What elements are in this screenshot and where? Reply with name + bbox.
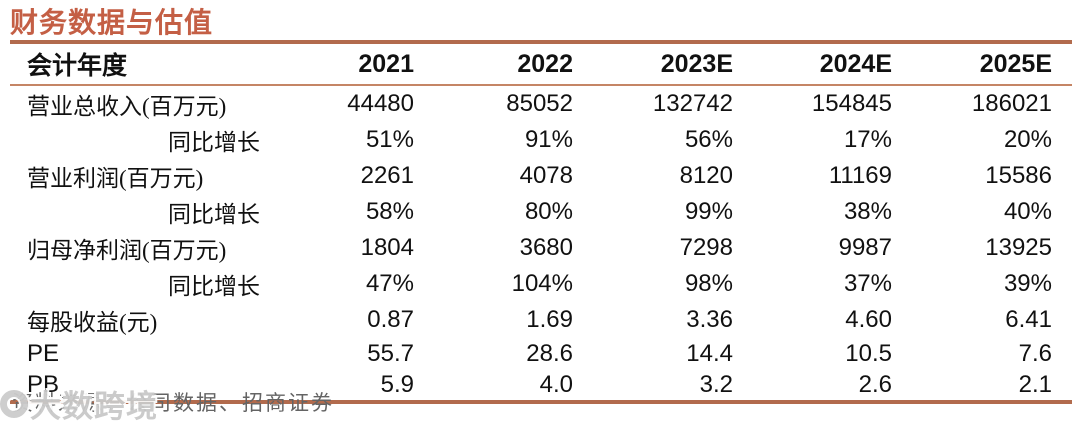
value-cell: 186021 [971,90,1052,117]
value-cell: 7298 [679,234,733,261]
value-cell: 37% [843,270,892,297]
value-cell: 14.4 [686,340,733,367]
column-header-2024e: 2024E [753,40,912,86]
row-net-profit: 归母净利润(百万元) 1804 3680 7298 9987 13925 [10,230,1072,266]
value-cell: 80% [524,198,573,225]
table-header-row: 会计年度 2021 2022 2023E 2024E 2025E [10,40,1072,86]
column-header-2025e: 2025E [912,40,1072,86]
row-label: 每股收益(元) [27,310,158,335]
row-operating-profit: 营业利润(百万元) 2261 4078 8120 11169 15586 [10,158,1072,194]
value-cell: 13925 [985,234,1052,261]
value-cell: 28.6 [526,340,573,367]
value-cell: 2.6 [753,370,912,404]
value-cell: 154845 [811,90,892,117]
value-cell: 1804 [360,234,414,261]
value-cell: 51% [365,126,414,153]
value-cell: 6.41 [1005,306,1052,333]
value-cell: 39% [1003,270,1052,297]
value-cell: 7.6 [1018,340,1052,367]
value-cell: 2.1 [912,370,1072,404]
row-pe: PE 55.7 28.6 14.4 10.5 7.6 [10,338,1072,370]
value-cell: 58% [365,198,414,225]
source-text: 资料来源：公司数据、招商证券 [12,391,334,415]
source-note: 资料来源：公司数据、招商证券 [12,387,334,417]
column-header-2021: 2021 [275,40,434,86]
value-cell: 104% [511,270,573,297]
value-cell: 0.87 [367,306,414,333]
value-cell: 8120 [679,162,733,189]
value-cell: 10.5 [845,340,892,367]
value-cell: 11169 [828,162,892,189]
value-cell: 4.60 [845,306,892,333]
row-net-profit-growth: 同比增长 47% 104% 98% 37% 39% [10,266,1072,302]
value-cell: 3.36 [686,306,733,333]
row-label: PB [10,370,275,404]
value-cell: 1.69 [526,306,573,333]
value-cell: 15586 [985,162,1052,189]
row-pb: PB 5.9 4.0 3.2 2.6 2.1 [10,370,1072,404]
row-label: 同比增长 [168,202,260,227]
value-cell: 4078 [519,162,573,189]
value-cell: 20% [1003,126,1052,153]
row-label: 同比增长 [168,130,260,155]
value-cell: 55.7 [367,340,414,367]
value-cell: 85052 [506,90,573,117]
value-cell: 9987 [838,234,892,261]
row-eps: 每股收益(元) 0.87 1.69 3.36 4.60 6.41 [10,302,1072,338]
value-cell: 3.2 [593,370,753,404]
value-cell: 3680 [519,234,573,261]
row-label: 归母净利润(百万元) [27,238,227,263]
financial-valuation-table: 会计年度 2021 2022 2023E 2024E 2025E 营业总收入(百… [10,40,1072,404]
row-total-revenue-growth: 同比增长 51% 91% 56% 17% 20% [10,122,1072,158]
value-cell: 56% [684,126,733,153]
value-cell: 40% [1003,198,1052,225]
section-title: 财务数据与估值 [10,8,214,39]
value-cell: 17% [843,126,892,153]
value-cell: 98% [684,270,733,297]
column-header-2022: 2022 [434,40,593,86]
value-cell: 2261 [360,162,414,189]
row-operating-profit-growth: 同比增长 58% 80% 99% 38% 40% [10,194,1072,230]
value-cell: 91% [524,126,573,153]
value-cell: 44480 [347,90,414,117]
value-cell: 47% [365,270,414,297]
row-label: 同比增长 [168,274,260,299]
row-total-revenue: 营业总收入(百万元) 44480 85052 132742 154845 186… [10,85,1072,122]
column-header-fiscal-year: 会计年度 [10,40,275,86]
column-header-2023e: 2023E [593,40,753,86]
value-cell: 38% [843,198,892,225]
value-cell: 132742 [652,90,733,117]
value-cell: 99% [684,198,733,225]
row-label: 营业利润(百万元) [27,166,204,191]
row-label: 营业总收入(百万元) [27,94,227,119]
value-cell: 4.0 [434,370,593,404]
value-cell: 5.9 [275,370,434,404]
row-label: PE [27,340,60,367]
